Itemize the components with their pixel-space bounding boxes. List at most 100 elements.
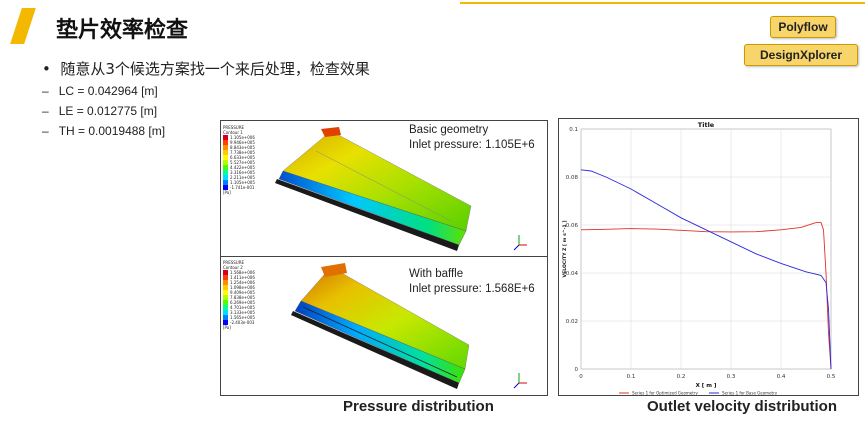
geometry-inlet bbox=[321, 127, 341, 137]
legend-value: 7.838e+005 bbox=[230, 295, 255, 300]
pressure-legend-basic: PRESSURE Contour 1 1.105e+006 9.946e+005 8… bbox=[223, 125, 255, 195]
legend-swatch bbox=[223, 305, 228, 310]
y-tick-label: 0.1 bbox=[569, 127, 578, 133]
legend-row: 2.211e+005 bbox=[223, 175, 255, 180]
legend-entry: Series 1 for Base Geometry bbox=[722, 391, 778, 396]
legend-value: 6.633e+005 bbox=[230, 155, 255, 160]
legend-value: 4.422e+005 bbox=[230, 165, 255, 170]
legend-value: 1.411e+006 bbox=[230, 275, 255, 280]
legend-swatch bbox=[223, 155, 228, 160]
legend-subtitle: Contour 2 bbox=[223, 265, 243, 270]
legend-row: -1.741e-001 bbox=[223, 185, 255, 190]
legend-value: 1.105e+005 bbox=[230, 180, 255, 185]
legend-swatch bbox=[223, 180, 228, 185]
x-tick-label: 0.1 bbox=[627, 374, 636, 380]
legend-row: 6.633e+005 bbox=[223, 155, 255, 160]
legend-swatch bbox=[223, 270, 228, 275]
y-tick-label: 0.08 bbox=[566, 175, 579, 181]
legend-entry: Series 1 for Optimized Geometry bbox=[632, 391, 698, 396]
geometry-name: Basic geometry bbox=[409, 124, 489, 136]
x-tick-label: 0.2 bbox=[677, 374, 686, 380]
legend-swatch bbox=[223, 175, 228, 180]
legend-subtitle: Contour 1 bbox=[223, 130, 243, 135]
baffle-line bbox=[302, 306, 458, 378]
pressure-caption: Pressure distribution bbox=[343, 398, 494, 415]
legend-row: 1.254e+006 bbox=[223, 280, 255, 285]
legend-swatch bbox=[223, 185, 228, 190]
legend-row: 1.105e+006 bbox=[223, 135, 255, 140]
legend-value: 1.105e+006 bbox=[230, 135, 255, 140]
legend-value: -1.741e-001 bbox=[230, 185, 255, 190]
y-axis-label: VELOCITY Z [ m s^-1 ] bbox=[562, 221, 568, 278]
polyflow-tag: Polyflow bbox=[770, 16, 836, 38]
baffle-geometry-label: With baffle Inlet pressure: 1.568E+6 bbox=[409, 267, 535, 297]
legend-row: 4.701e+005 bbox=[223, 305, 255, 310]
series-line-1 bbox=[580, 169, 832, 370]
series-line-0 bbox=[580, 222, 832, 370]
legend-swatch bbox=[223, 320, 228, 325]
legend-row: 1.098e+006 bbox=[223, 285, 255, 290]
legend-value: 6.269e+005 bbox=[230, 300, 255, 305]
velocity-panel: 0 0.1 0.2 0.3 0.4 0.5 0 0.02 0.04 0.06 0.08 0.1 Titl… bbox=[558, 118, 859, 396]
y-tick-label: 0 bbox=[575, 367, 579, 373]
pressure-legend-baffle: PRESSURE Contour 2 1.568e+006 1.411e+006 1… bbox=[223, 260, 255, 330]
axis-triad-icon bbox=[513, 373, 527, 389]
legend-title: PRESSURE bbox=[223, 260, 245, 265]
param-lc: – LC = 0.042964 [m] bbox=[42, 84, 158, 98]
legend-row: 3.316e+005 bbox=[223, 170, 255, 175]
geometry-edge bbox=[315, 150, 452, 222]
legend-unit: [Pa] bbox=[223, 325, 231, 330]
legend-value: 4.701e+005 bbox=[230, 305, 255, 310]
legend-row: 9.946e+005 bbox=[223, 140, 255, 145]
legend-swatch bbox=[223, 315, 228, 320]
designxplorer-tag: DesignXplorer bbox=[744, 44, 858, 66]
velocity-caption: Outlet velocity distribution bbox=[647, 398, 838, 415]
legend-value: 9.946e+005 bbox=[230, 140, 255, 145]
legend-swatch bbox=[223, 135, 228, 140]
legend-swatch bbox=[223, 295, 228, 300]
pressure-view-basic: PRESSURE Contour 1 1.105e+006 9.946e+005 8… bbox=[221, 121, 547, 257]
legend-value: 1.565e+005 bbox=[230, 315, 255, 320]
legend-swatch bbox=[223, 145, 228, 150]
legend-row: 1.565e+005 bbox=[223, 315, 255, 320]
bullet-item: • 随意从3个候选方案找一个来后处理，检查效果 bbox=[42, 60, 370, 78]
inlet-pressure: Inlet pressure: 1.568E+6 bbox=[409, 283, 535, 295]
legend-value: 1.568e+006 bbox=[230, 270, 255, 275]
axis-triad-icon bbox=[513, 235, 527, 251]
legend-row: 7.738e+005 bbox=[223, 150, 255, 155]
legend-swatch bbox=[223, 275, 228, 280]
y-tick-label: 0.02 bbox=[566, 319, 578, 325]
geometry-base bbox=[275, 179, 459, 251]
legend-value: 8.843e+005 bbox=[230, 145, 255, 150]
legend-value: 7.738e+005 bbox=[230, 150, 255, 155]
legend-value: 1.254e+006 bbox=[230, 280, 255, 285]
legend-value: 3.133e+005 bbox=[230, 310, 255, 315]
legend-row: 1.411e+006 bbox=[223, 275, 255, 280]
legend-swatch bbox=[223, 310, 228, 315]
x-tick-label: 0.4 bbox=[777, 374, 786, 380]
legend-row: 7.838e+005 bbox=[223, 295, 255, 300]
legend-row: 6.269e+005 bbox=[223, 300, 255, 305]
legend-value: 1.098e+006 bbox=[230, 285, 255, 290]
param-th-text: TH = 0.0019488 [m] bbox=[58, 124, 166, 138]
basic-geometry-label: Basic geometry Inlet pressure: 1.105E+6 bbox=[409, 123, 535, 153]
legend-row: 5.527e+005 bbox=[223, 160, 255, 165]
legend-swatch bbox=[223, 290, 228, 295]
x-tick-label: 0.5 bbox=[827, 374, 836, 380]
param-le: – LE = 0.012775 [m] bbox=[42, 104, 158, 118]
legend-scale: 1.105e+006 9.946e+005 8.843e+005 7.738e+005… bbox=[223, 135, 255, 190]
legend-swatch bbox=[223, 285, 228, 290]
slide-title: 垫片效率检查 bbox=[56, 18, 189, 43]
header-accent-line bbox=[460, 2, 865, 4]
bullet-text: 随意从3个候选方案找一个来后处理，检查效果 bbox=[60, 60, 370, 78]
legend-swatch bbox=[223, 165, 228, 170]
plot-area bbox=[580, 128, 832, 370]
basic-geometry-render bbox=[275, 127, 527, 251]
param-th: – TH = 0.0019488 [m] bbox=[42, 124, 166, 138]
legend-row: 1.105e+005 bbox=[223, 180, 255, 185]
legend-unit: [Pa] bbox=[223, 190, 231, 195]
legend-swatch bbox=[223, 150, 228, 155]
legend-value: 9.409e+005 bbox=[230, 290, 255, 295]
legend-value: -2.403e-003 bbox=[230, 320, 255, 325]
legend-row: 8.843e+005 bbox=[223, 145, 255, 150]
